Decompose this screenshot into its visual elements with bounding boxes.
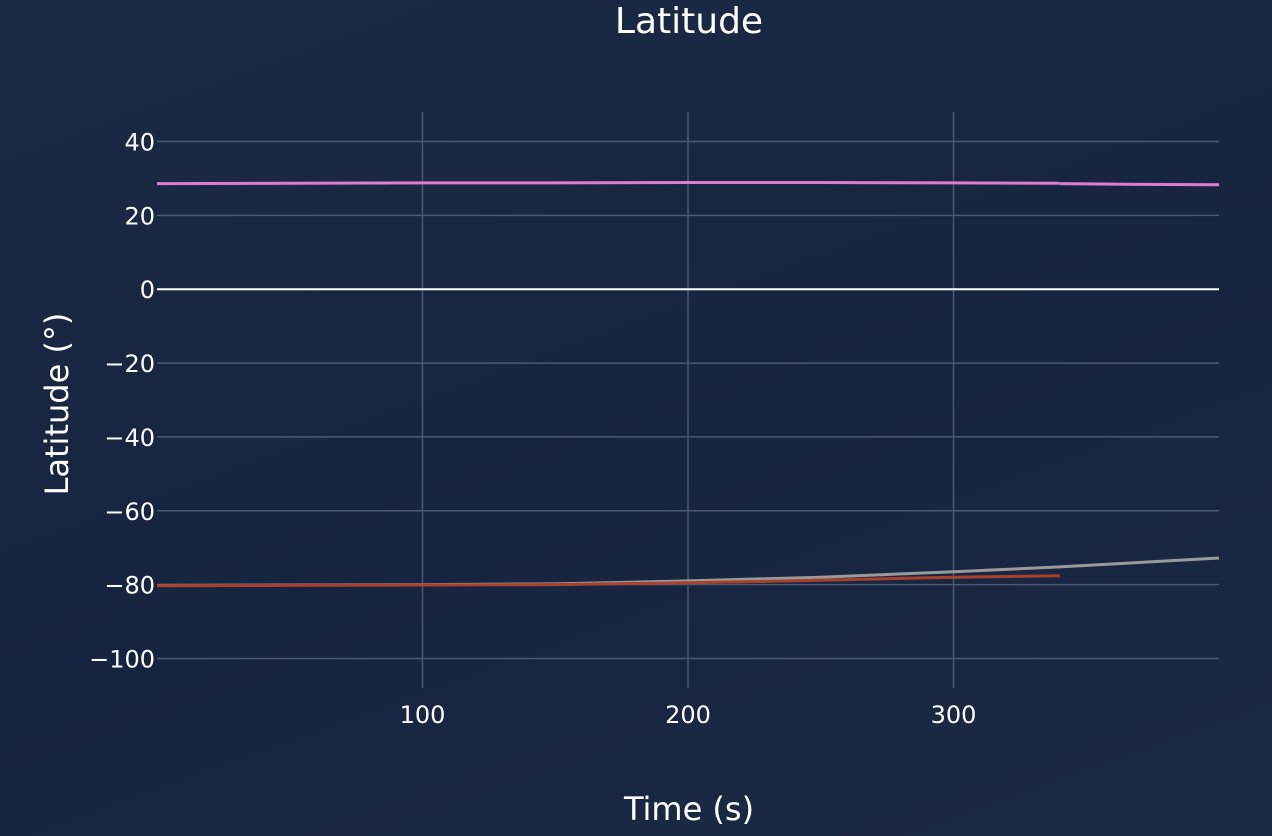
series-line-3	[156, 574, 1060, 588]
y-tick-labels: 40 20 0 −20 −40 −60 −80 −100	[89, 129, 155, 674]
y-tick-label: −40	[104, 424, 155, 452]
y-axis-title: Latitude (°)	[38, 313, 76, 496]
x-tick-label: 100	[400, 701, 446, 729]
y-tick-label: −60	[104, 498, 155, 526]
y-tick-label: −20	[104, 350, 155, 378]
series-line-4	[1059, 182, 1220, 187]
y-tick-label: 20	[124, 202, 155, 230]
series-line-1	[156, 181, 1060, 186]
x-tick-label: 300	[931, 701, 977, 729]
y-gridlines	[157, 140, 1219, 660]
x-axis-title: Time (s)	[623, 790, 754, 828]
x-tick-label: 200	[665, 701, 711, 729]
y-tick-label: −80	[104, 572, 155, 600]
y-tick-label: −100	[89, 645, 155, 673]
x-gridlines	[421, 112, 955, 688]
y-tick-label: 40	[124, 129, 155, 157]
x-tick-labels: 100 200 300	[400, 701, 977, 729]
y-tick-label: 0	[140, 276, 155, 304]
series-layer	[156, 181, 1220, 588]
chart-title: Latitude	[615, 1, 763, 42]
